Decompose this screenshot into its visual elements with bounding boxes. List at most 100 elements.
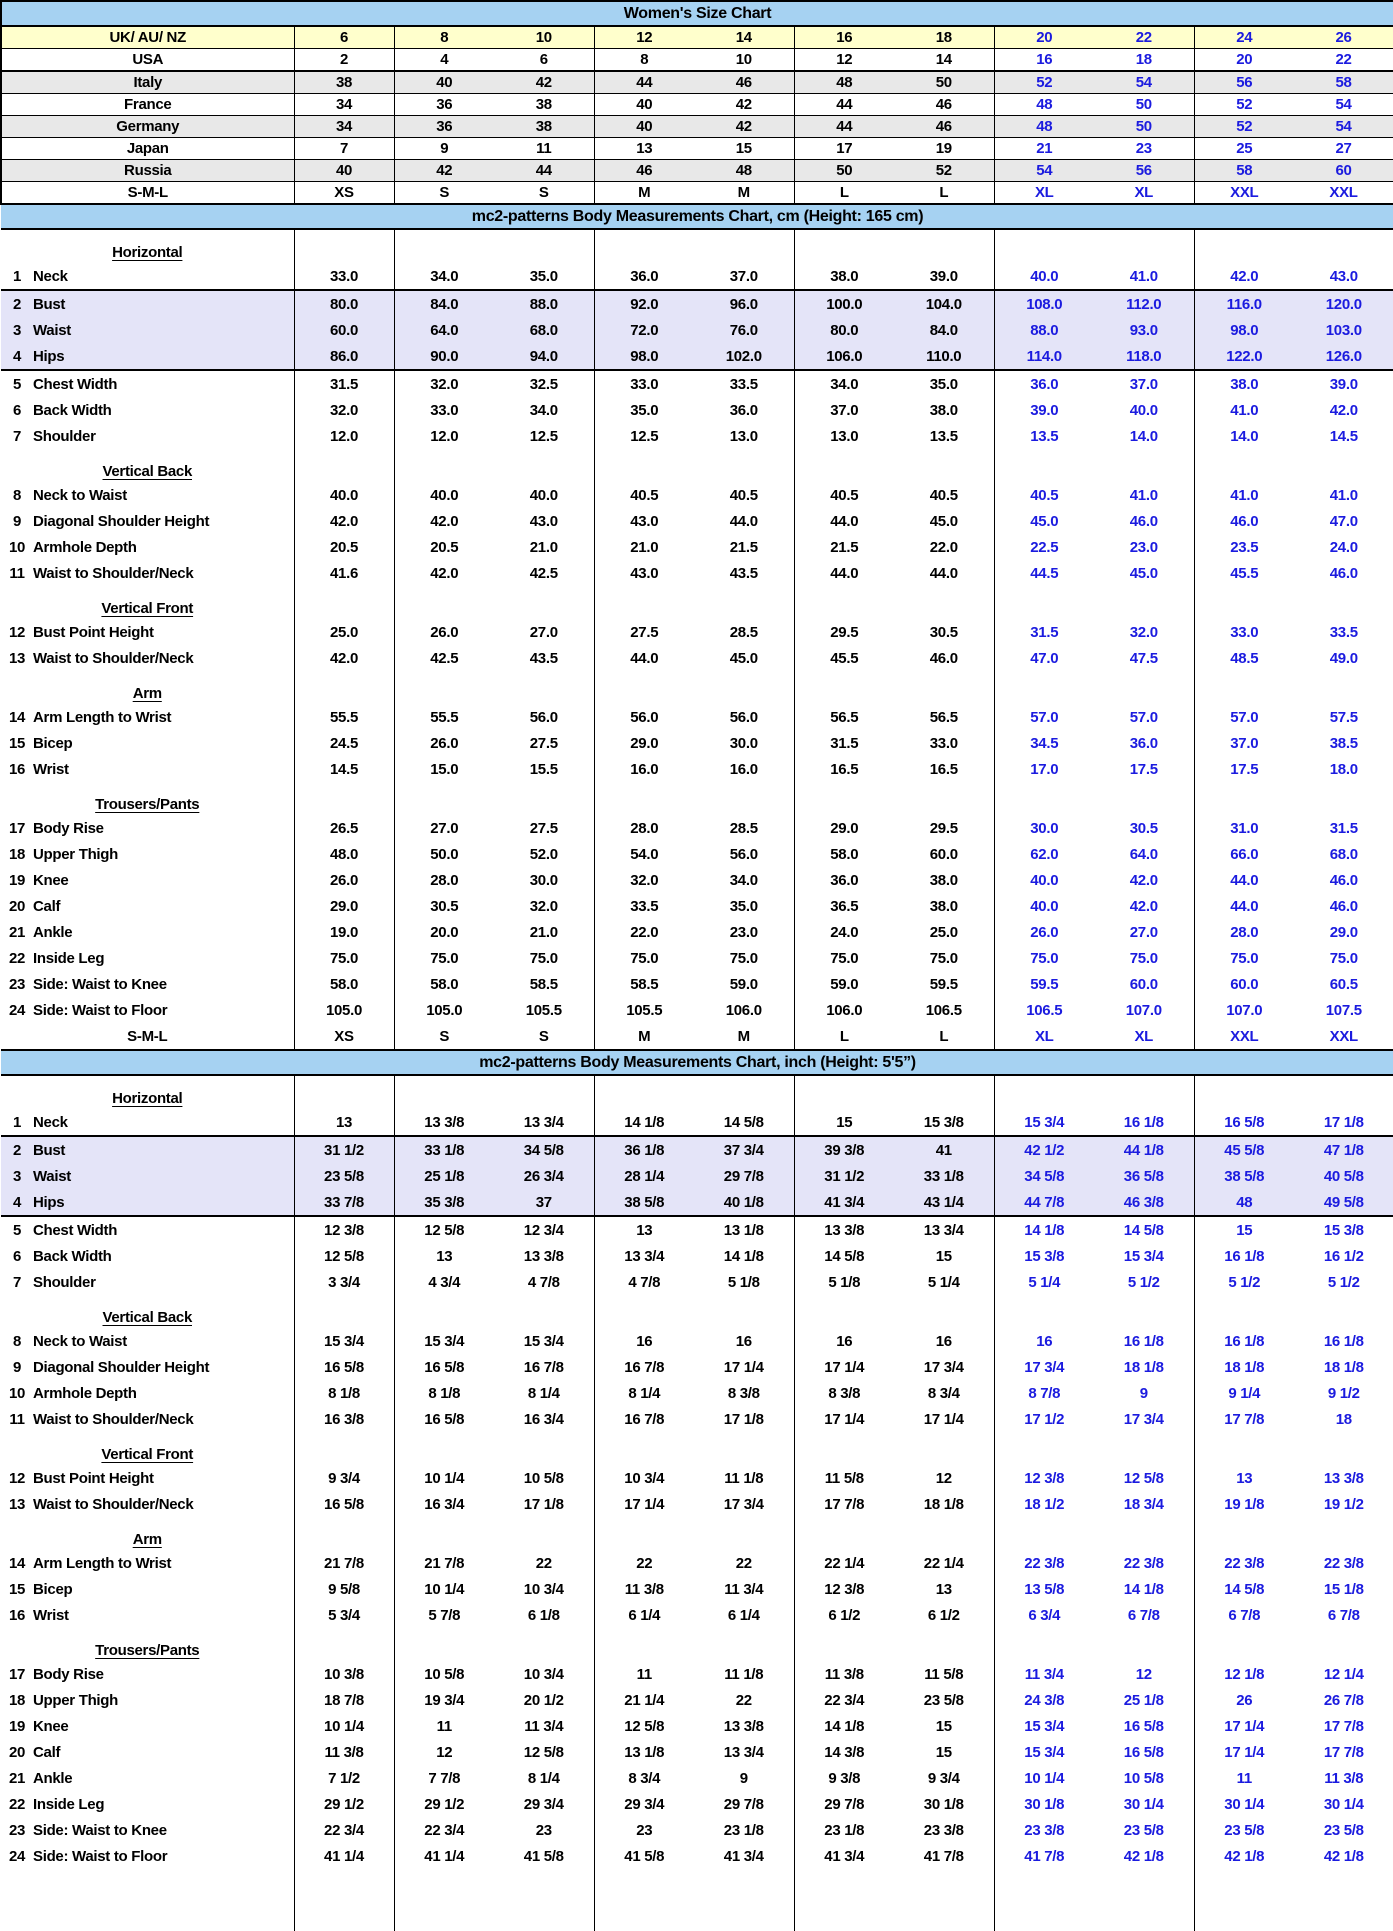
value-cell: 40.0 xyxy=(294,482,395,508)
value-cell: 8 1/8 xyxy=(428,1384,461,1402)
value-cell: XS xyxy=(294,1023,395,1050)
value-cell: 43 1/4 xyxy=(894,1189,995,1216)
value-cell: 110.0 xyxy=(894,343,995,370)
section-heading-label: Vertical Back xyxy=(102,463,193,480)
table-row: 12 Bust Point Height 9 3/4 10 1/4 10 5/8 10 3… xyxy=(1,1465,1393,1491)
table-row: 22 Inside Leg 75.0 75.0 75.0 75.0 75.0 75.0 75.0… xyxy=(1,945,1393,971)
row-number: 24 xyxy=(8,1001,26,1019)
value-cell: 92.0 xyxy=(594,289,694,317)
row-number: 8 xyxy=(12,486,22,504)
value-cell: 52 xyxy=(994,71,1094,94)
value-cell: 41 7/8 xyxy=(894,1843,995,1869)
value-cell: 15 3/8 xyxy=(1294,1215,1393,1243)
value-cell: 58 xyxy=(1194,159,1294,182)
row-label: 21 Ankle xyxy=(1,919,295,945)
value-cell: 45.5 xyxy=(1230,564,1259,582)
section-heading-label: Arm xyxy=(132,685,162,702)
row-label-text: Upper Thigh xyxy=(33,1691,119,1709)
value-cell xyxy=(994,1295,1094,1328)
value-cell: 54 xyxy=(1294,115,1393,138)
row-number: 8 xyxy=(12,1332,22,1350)
table-row: 5 Chest Width 31.5 32.0 32.5 33.0 33.5 34.0 35.0… xyxy=(1,369,1393,397)
row-label: 5 Chest Width xyxy=(1,369,295,397)
value-cell: 80.0 xyxy=(794,317,894,343)
value-cell xyxy=(794,1075,894,1109)
value-cell: 14.5 xyxy=(1294,423,1393,449)
value-cell xyxy=(894,1869,995,1931)
section-heading-label: Horizontal xyxy=(112,1090,183,1107)
value-cell: 31.5 xyxy=(1030,623,1059,641)
value-cell: 12.0 xyxy=(294,423,395,449)
value-cell xyxy=(394,782,494,815)
value-cell: 22 xyxy=(1294,48,1393,72)
row-number: 15 xyxy=(8,734,26,752)
value-cell: 56.0 xyxy=(630,708,659,726)
value-cell xyxy=(394,1432,494,1465)
value-cell: 35.0 xyxy=(694,893,795,919)
value-cell: 48 xyxy=(1194,1189,1294,1216)
value-cell xyxy=(894,449,995,482)
value-cell: 17 xyxy=(794,137,894,160)
row-label: 4 Hips xyxy=(1,343,295,370)
value-cell: 28.5 xyxy=(694,815,795,841)
row-number: 6 xyxy=(12,1247,22,1265)
table-row: mc2-patterns Body Measurements Chart, cm… xyxy=(1,203,1393,230)
value-cell: 12.0 xyxy=(430,427,459,445)
value-cell: 122.0 xyxy=(1194,343,1294,370)
table-row: 9 Diagonal Shoulder Height 42.0 42.0 43.0 43.… xyxy=(1,508,1393,534)
value-cell: 16.5 xyxy=(894,756,995,782)
value-cell: 32.5 xyxy=(494,369,595,397)
value-cell: 37.0 xyxy=(694,263,795,290)
value-cell: 46 xyxy=(694,71,795,94)
value-cell: 8 3/8 xyxy=(828,1384,861,1402)
value-cell: 60.0 xyxy=(894,841,995,867)
table-row: Arm xyxy=(1,671,1393,704)
row-label-text: Chest Width xyxy=(33,1221,118,1239)
value-cell: 40 xyxy=(394,71,494,94)
value-cell: 42.0 xyxy=(294,508,395,534)
value-cell: 17 1/4 xyxy=(624,1495,665,1513)
row-number: 11 xyxy=(9,564,25,582)
value-cell xyxy=(1294,782,1393,815)
value-cell: 60.0 xyxy=(294,317,395,343)
value-cell: 5 1/2 xyxy=(1094,1269,1195,1295)
value-cell: 47.5 xyxy=(1094,645,1195,671)
value-cell: 30.5 xyxy=(894,619,995,645)
value-cell: 16 xyxy=(836,1332,853,1350)
value-cell: 18 7/8 xyxy=(294,1687,395,1713)
value-cell: 16 1/2 xyxy=(1294,1243,1393,1269)
value-cell: 43.0 xyxy=(1294,263,1393,290)
value-cell: 16 1/8 xyxy=(1224,1247,1265,1265)
value-cell: 13 1/8 xyxy=(694,1215,795,1243)
table-row: 7 Shoulder 3 3/4 4 3/4 4 7/8 4 7/8 5 1/8 5 1/8 5… xyxy=(1,1269,1393,1295)
filler-cell xyxy=(1,1869,295,1931)
value-cell: 44.0 xyxy=(830,512,859,530)
value-cell: 5 3/4 xyxy=(294,1602,395,1628)
value-cell: 15 xyxy=(894,1739,995,1765)
section-heading: Vertical Back xyxy=(1,1295,295,1328)
value-cell: 50 xyxy=(1094,115,1195,138)
value-cell: 120.0 xyxy=(1294,289,1393,317)
value-cell: 48.0 xyxy=(294,841,395,867)
value-cell: 42.5 xyxy=(494,560,595,586)
value-cell: 14.0 xyxy=(1230,427,1259,445)
value-cell: 17.0 xyxy=(1030,760,1059,778)
value-cell: 22 xyxy=(494,1550,595,1576)
size-chart-title: Women's Size Chart xyxy=(0,0,1393,27)
value-cell: 28.0 xyxy=(630,819,659,837)
row-label-text: Neck to Waist xyxy=(33,1332,127,1350)
value-cell: 36 5/8 xyxy=(1094,1163,1195,1189)
value-cell: 16 5/8 xyxy=(1094,1713,1195,1739)
value-cell: 10 5/8 xyxy=(494,1465,595,1491)
table-row: 4 Hips 86.0 90.0 94.0 98.0 102.0 106.0 110.0 114.… xyxy=(1,343,1393,370)
value-cell: 26.0 xyxy=(294,867,395,893)
value-cell: 13 1/8 xyxy=(624,1743,665,1761)
value-cell: 6 1/2 xyxy=(828,1606,861,1624)
table-row: 8 Neck to Waist 40.0 40.0 40.0 40.5 40.5 40.5 40… xyxy=(1,482,1393,508)
value-cell: 16 xyxy=(694,1328,795,1354)
section-heading-label: Arm xyxy=(132,1531,162,1548)
row-label: 1 Neck xyxy=(1,263,295,290)
row-number: 1 xyxy=(12,1113,22,1131)
value-cell: 38.5 xyxy=(1294,730,1393,756)
